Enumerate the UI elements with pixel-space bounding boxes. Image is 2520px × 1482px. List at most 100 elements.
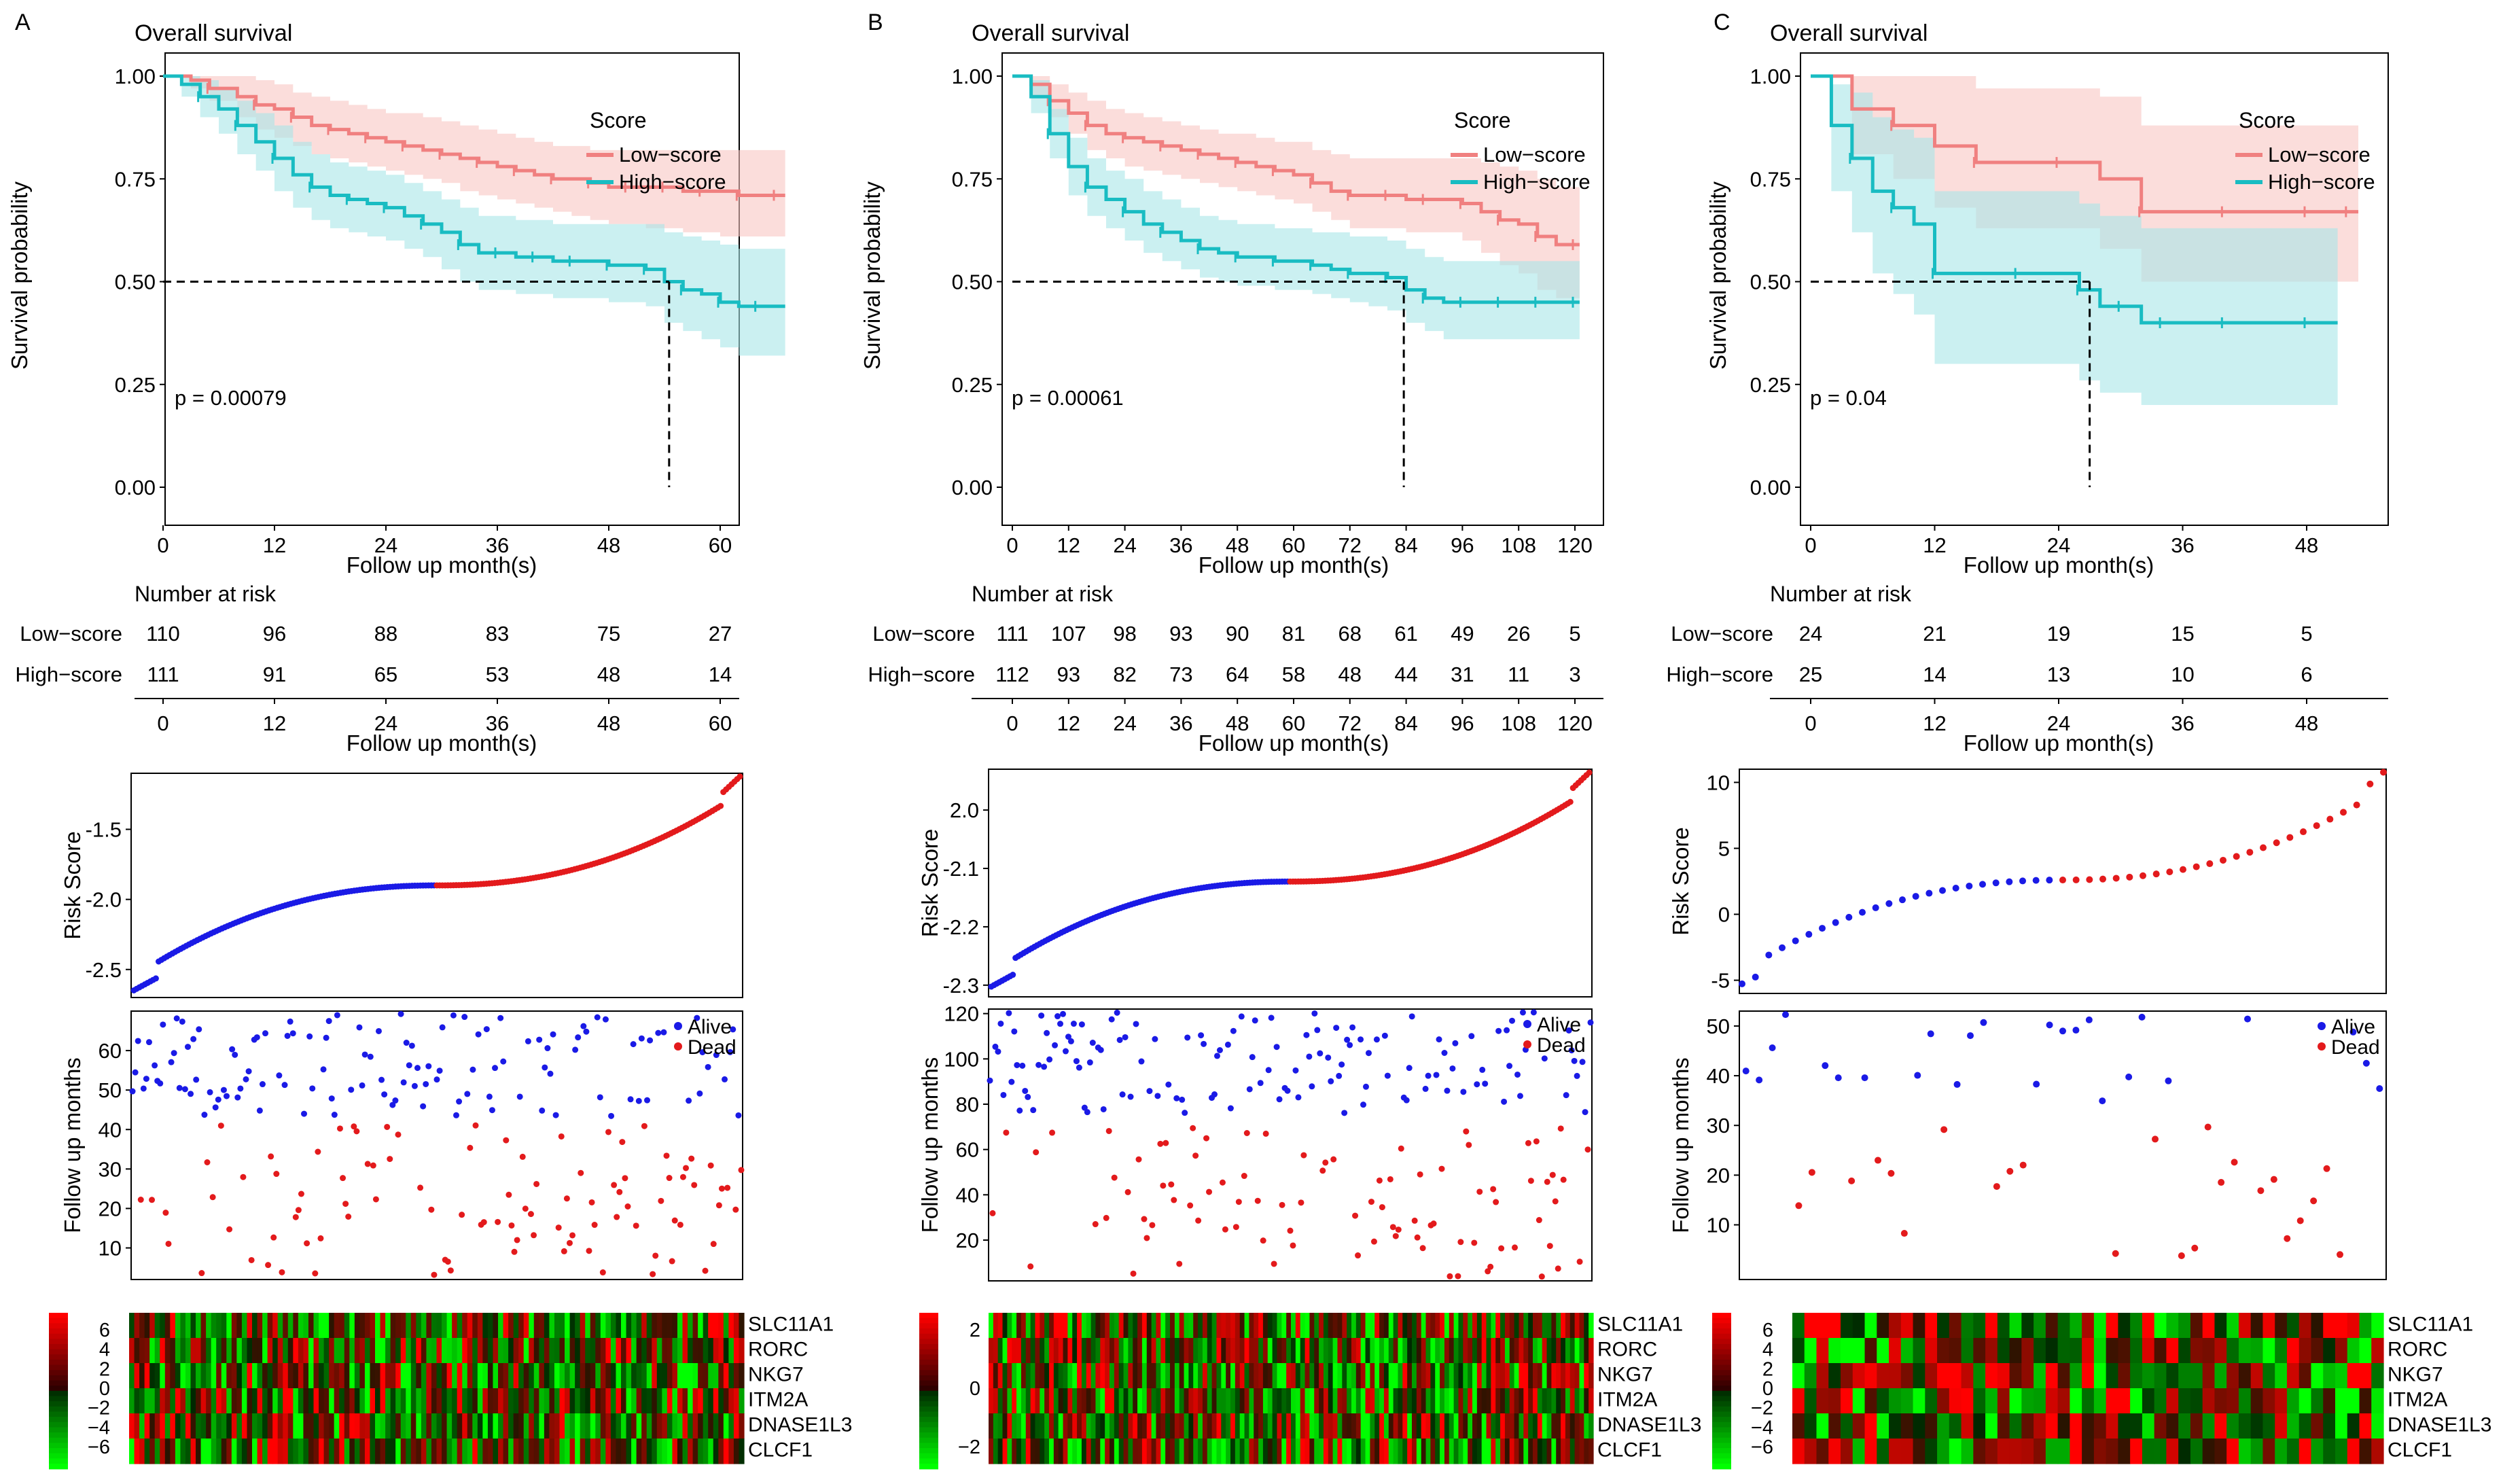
dead-point: [1319, 1167, 1326, 1174]
alive-point: [232, 1051, 238, 1058]
heatmap-cell: [410, 1388, 416, 1414]
heatmap-cell: [446, 1363, 452, 1389]
colorscale-segment: [49, 1318, 68, 1324]
dead-point: [702, 1267, 709, 1274]
risk-high-count: 91: [263, 663, 286, 686]
colorscale-segment: [49, 1333, 68, 1340]
risk-high-count: 14: [709, 663, 732, 686]
alive-point: [1362, 1083, 1369, 1090]
heatmap-cell: [544, 1363, 550, 1389]
heatmap-cell: [1128, 1363, 1133, 1389]
heatmap-cell: [1342, 1439, 1347, 1464]
dead-point: [342, 1201, 349, 1207]
heatmap-cell: [1533, 1439, 1538, 1464]
heatmap-cell: [2154, 1388, 2167, 1414]
risk-low-count: 93: [1169, 622, 1192, 646]
gene-label: RORC: [1597, 1339, 1657, 1361]
alive-point: [461, 1014, 468, 1021]
heatmap-cell: [1267, 1439, 1273, 1464]
heatmap-cell: [1239, 1413, 1245, 1439]
follow-ytick-label: 30: [1707, 1114, 1730, 1137]
dead-point: [1414, 1234, 1421, 1241]
heatmap-cell: [1985, 1388, 1998, 1414]
heatmap-cell: [1095, 1413, 1101, 1439]
heatmap-cell: [1179, 1388, 1185, 1414]
heatmap-cell: [329, 1338, 335, 1364]
follow-ytick-label: 50: [99, 1078, 122, 1102]
dead-point: [710, 1241, 717, 1248]
heatmap-cell: [267, 1338, 273, 1364]
heatmap-cell: [1063, 1313, 1068, 1339]
km-ytick-label: 0.25: [952, 373, 993, 397]
heatmap-cell: [1792, 1413, 1805, 1439]
alive-point: [1344, 1036, 1351, 1043]
heatmap-cell: [1235, 1413, 1241, 1439]
heatmap-cell: [2371, 1338, 2384, 1364]
heatmap-cell: [677, 1363, 684, 1389]
dead-point: [671, 1217, 678, 1224]
heatmap-cell: [713, 1338, 719, 1364]
dead-point: [614, 1214, 620, 1220]
heatmap-cell: [1193, 1439, 1199, 1464]
heatmap-cell: [1067, 1413, 1073, 1439]
heatmap-cell: [1949, 1363, 1962, 1389]
alive-point: [1097, 1046, 1104, 1053]
km-ytick-label: 0.25: [115, 373, 156, 397]
alive-point: [1014, 1061, 1021, 1068]
alive-point: [608, 1112, 615, 1119]
alive-point: [157, 1080, 164, 1087]
risk-high-count: 93: [1057, 663, 1080, 686]
heatmap-cell: [467, 1338, 473, 1364]
heatmap-cell: [1440, 1413, 1445, 1439]
heatmap-cell: [236, 1413, 243, 1439]
heatmap-cell: [1053, 1363, 1059, 1389]
heatmap-cell: [1216, 1413, 1222, 1439]
follow-ylabel: Follow up months: [60, 1057, 85, 1233]
heatmap-cell: [739, 1439, 745, 1464]
heatmap-cell: [139, 1313, 145, 1339]
heatmap-cell: [656, 1388, 662, 1414]
heatmap-cell: [2202, 1363, 2216, 1389]
heatmap-cell: [1453, 1413, 1459, 1439]
heatmap-cell: [533, 1338, 539, 1364]
dead-point: [1243, 1129, 1250, 1136]
heatmap-cell: [1528, 1338, 1533, 1364]
heatmap-cell: [293, 1439, 299, 1464]
heatmap-cell: [692, 1388, 698, 1414]
alive-point: [423, 1080, 429, 1087]
heatmap-cell: [462, 1439, 468, 1464]
heatmap-cell: [1486, 1439, 1491, 1464]
heatmap-cell: [1804, 1413, 1817, 1439]
heatmap-cell: [713, 1363, 719, 1389]
heatmap-cell: [359, 1413, 366, 1439]
heatmap-cell: [329, 1439, 335, 1464]
dead-point: [1262, 1130, 1269, 1137]
heatmap-cell: [1816, 1338, 1829, 1364]
alive-point: [215, 1096, 221, 1103]
heatmap-cell: [2106, 1439, 2118, 1464]
heatmap-cell: [1877, 1313, 1889, 1339]
heatmap-cell: [2347, 1388, 2360, 1414]
heatmap-cell: [421, 1313, 427, 1339]
dead-point: [505, 1191, 512, 1198]
heatmap-cell: [652, 1338, 658, 1364]
heatmap-cell: [1258, 1313, 1264, 1339]
colorscale-segment: [919, 1443, 938, 1449]
heatmap-cell: [462, 1313, 468, 1339]
risk-point: [2112, 875, 2120, 882]
dead-point: [569, 1232, 576, 1239]
dead-point: [514, 1237, 520, 1243]
heatmap-cell: [2323, 1439, 2336, 1464]
heatmap-cell: [1021, 1439, 1027, 1464]
dead-point: [495, 1218, 501, 1225]
heatmap-cell: [713, 1388, 719, 1414]
risk-point: [2366, 780, 2374, 788]
heatmap-cell: [1523, 1388, 1529, 1414]
dead-point: [1490, 1186, 1497, 1193]
heatmap-cell: [590, 1338, 596, 1364]
alive-point: [500, 1058, 507, 1065]
heatmap-cell: [339, 1439, 345, 1464]
gene-label: DNASE1L3: [2388, 1414, 2491, 1436]
heatmap-cell: [626, 1388, 632, 1414]
dead-point: [533, 1180, 540, 1187]
